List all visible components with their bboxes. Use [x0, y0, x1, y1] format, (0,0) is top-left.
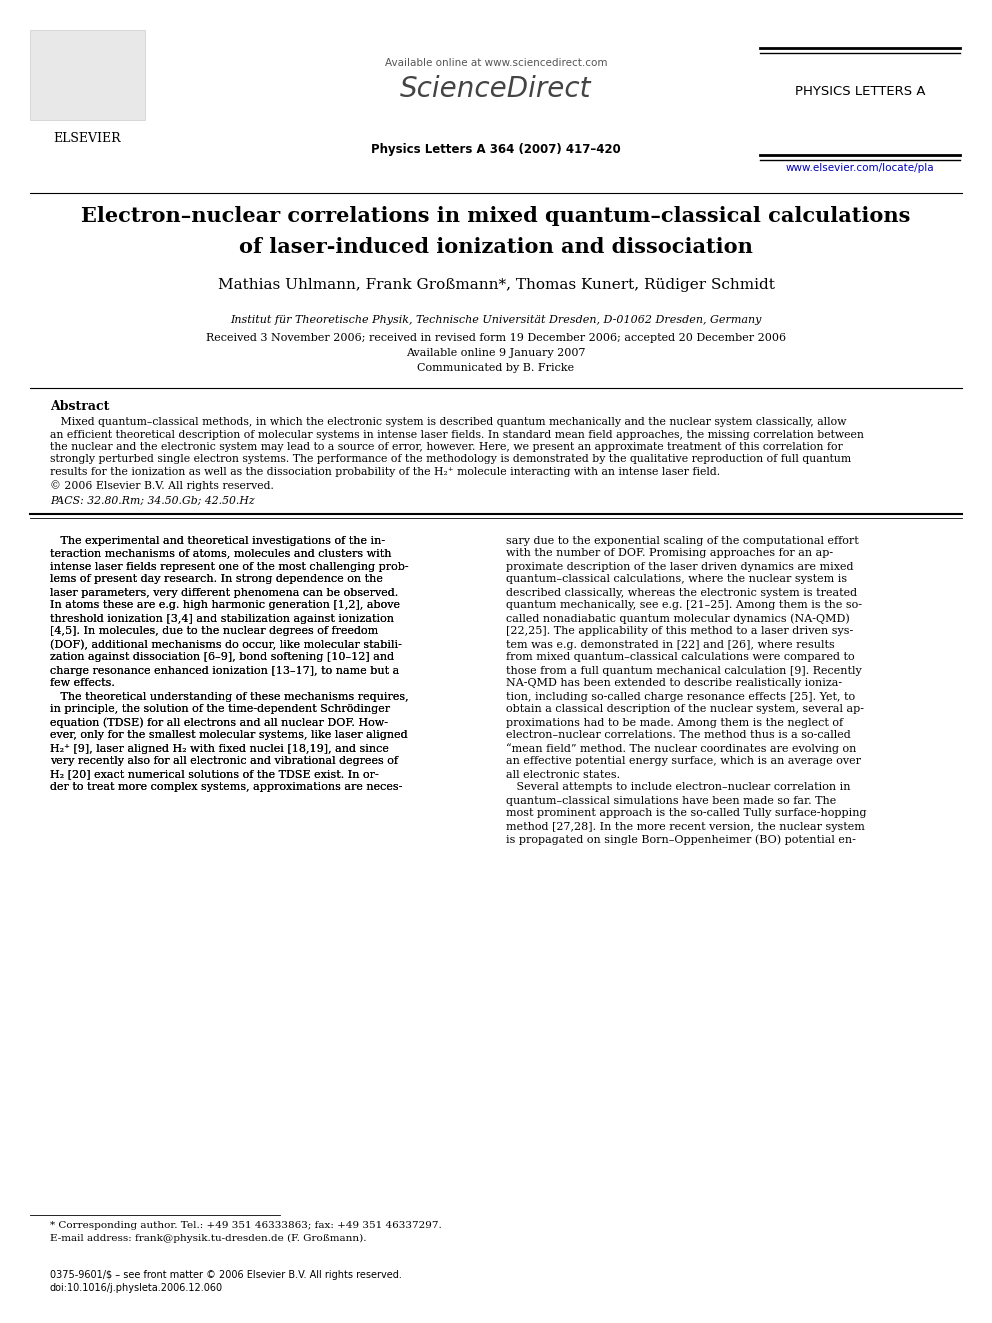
Text: charge resonance enhanced ionization [13–17], to name but a: charge resonance enhanced ionization [13… [50, 665, 399, 676]
Text: lems of present day research. In strong dependence on the: lems of present day research. In strong … [50, 574, 383, 585]
Text: in principle, the solution of the time-dependent Schrödinger: in principle, the solution of the time-d… [50, 705, 390, 714]
Text: zation against dissociation [6–9], bond softening [10–12] and: zation against dissociation [6–9], bond … [50, 652, 394, 663]
Text: H₂ [20] exact numerical solutions of the TDSE exist. In or-: H₂ [20] exact numerical solutions of the… [50, 770, 379, 779]
Text: called nonadiabatic quantum molecular dynamics (NA-QMD): called nonadiabatic quantum molecular dy… [506, 614, 850, 624]
Text: Mathias Uhlmann, Frank Großmann*, Thomas Kunert, Rüdiger Schmidt: Mathias Uhlmann, Frank Großmann*, Thomas… [217, 278, 775, 292]
Text: sary due to the exponential scaling of the computational effort: sary due to the exponential scaling of t… [506, 536, 859, 545]
Text: H₂ [20] exact numerical solutions of the TDSE exist. In or-: H₂ [20] exact numerical solutions of the… [50, 770, 379, 779]
Text: In atoms these are e.g. high harmonic generation [1,2], above: In atoms these are e.g. high harmonic ge… [50, 601, 400, 610]
Text: The theoretical understanding of these mechanisms requires,: The theoretical understanding of these m… [50, 692, 409, 701]
Text: from mixed quantum–classical calculations were compared to: from mixed quantum–classical calculation… [506, 652, 855, 663]
Text: ever, only for the smallest molecular systems, like laser aligned: ever, only for the smallest molecular sy… [50, 730, 408, 741]
Text: Available online at www.sciencedirect.com: Available online at www.sciencedirect.co… [385, 58, 607, 67]
Text: of laser-induced ionization and dissociation: of laser-induced ionization and dissocia… [239, 237, 753, 257]
Text: quantum–classical simulations have been made so far. The: quantum–classical simulations have been … [506, 795, 836, 806]
Text: most prominent approach is the so-called Tully surface-hopping: most prominent approach is the so-called… [506, 808, 866, 819]
Text: quantum mechanically, see e.g. [21–25]. Among them is the so-: quantum mechanically, see e.g. [21–25]. … [506, 601, 862, 610]
Text: few effects.: few effects. [50, 679, 115, 688]
Text: Available online 9 January 2007: Available online 9 January 2007 [407, 348, 585, 359]
Text: ever, only for the smallest molecular systems, like laser aligned: ever, only for the smallest molecular sy… [50, 730, 408, 741]
Text: tion, including so-called charge resonance effects [25]. Yet, to: tion, including so-called charge resonan… [506, 692, 855, 701]
Text: is propagated on single Born–Oppenheimer (BO) potential en-: is propagated on single Born–Oppenheimer… [506, 835, 856, 845]
Text: Electron–nuclear correlations in mixed quantum–classical calculations: Electron–nuclear correlations in mixed q… [81, 206, 911, 226]
Text: laser parameters, very different phenomena can be observed.: laser parameters, very different phenome… [50, 587, 398, 598]
Text: Institut für Theoretische Physik, Technische Universität Dresden, D-01062 Dresde: Institut für Theoretische Physik, Techni… [230, 315, 762, 325]
Text: with the number of DOF. Promising approaches for an ap-: with the number of DOF. Promising approa… [506, 549, 833, 558]
Text: intense laser fields represent one of the most challenging prob-: intense laser fields represent one of th… [50, 561, 409, 572]
Text: www.elsevier.com/locate/pla: www.elsevier.com/locate/pla [786, 163, 934, 173]
Text: Received 3 November 2006; received in revised form 19 December 2006; accepted 20: Received 3 November 2006; received in re… [206, 333, 786, 343]
Text: Mixed quantum–classical methods, in which the electronic system is described qua: Mixed quantum–classical methods, in whic… [50, 417, 846, 427]
Text: intense laser fields represent one of the most challenging prob-: intense laser fields represent one of th… [50, 561, 409, 572]
Text: teraction mechanisms of atoms, molecules and clusters with: teraction mechanisms of atoms, molecules… [50, 549, 392, 558]
Text: described classically, whereas the electronic system is treated: described classically, whereas the elect… [506, 587, 857, 598]
Text: Communicated by B. Fricke: Communicated by B. Fricke [418, 363, 574, 373]
Text: equation (TDSE) for all electrons and all nuclear DOF. How-: equation (TDSE) for all electrons and al… [50, 717, 388, 728]
Text: an efficient theoretical description of molecular systems in intense laser field: an efficient theoretical description of … [50, 430, 864, 439]
Text: obtain a classical description of the nuclear system, several ap-: obtain a classical description of the nu… [506, 705, 864, 714]
Text: © 2006 Elsevier B.V. All rights reserved.: © 2006 Elsevier B.V. All rights reserved… [50, 480, 274, 491]
Text: (DOF), additional mechanisms do occur, like molecular stabili-: (DOF), additional mechanisms do occur, l… [50, 639, 402, 650]
Text: E-mail address: frank@physik.tu-dresden.de (F. Großmann).: E-mail address: frank@physik.tu-dresden.… [50, 1234, 366, 1244]
Text: very recently also for all electronic and vibrational degrees of: very recently also for all electronic an… [50, 757, 398, 766]
Text: “mean field” method. The nuclear coordinates are evolving on: “mean field” method. The nuclear coordin… [506, 744, 856, 754]
Text: The experimental and theoretical investigations of the in-: The experimental and theoretical investi… [50, 536, 385, 545]
Text: lems of present day research. In strong dependence on the: lems of present day research. In strong … [50, 574, 383, 585]
Text: In atoms these are e.g. high harmonic generation [1,2], above: In atoms these are e.g. high harmonic ge… [50, 601, 400, 610]
Text: an effective potential energy surface, which is an average over: an effective potential energy surface, w… [506, 757, 861, 766]
Text: The experimental and theoretical investigations of the in-: The experimental and theoretical investi… [50, 536, 385, 545]
Text: all electronic states.: all electronic states. [506, 770, 620, 779]
Text: equation (TDSE) for all electrons and all nuclear DOF. How-: equation (TDSE) for all electrons and al… [50, 717, 388, 728]
Text: results for the ionization as well as the dissociation probability of the H₂⁺ mo: results for the ionization as well as th… [50, 467, 720, 478]
Text: PHYSICS LETTERS A: PHYSICS LETTERS A [795, 85, 926, 98]
Text: Several attempts to include electron–nuclear correlation in: Several attempts to include electron–nuc… [506, 782, 850, 792]
Text: [22,25]. The applicability of this method to a laser driven sys-: [22,25]. The applicability of this metho… [506, 627, 853, 636]
Text: proximations had to be made. Among them is the neglect of: proximations had to be made. Among them … [506, 717, 843, 728]
Text: few effects.: few effects. [50, 679, 115, 688]
Text: threshold ionization [3,4] and stabilization against ionization: threshold ionization [3,4] and stabiliza… [50, 614, 394, 623]
Text: in principle, the solution of the time-dependent Schrödinger: in principle, the solution of the time-d… [50, 705, 390, 714]
Text: H₂⁺ [9], laser aligned H₂ with fixed nuclei [18,19], and since: H₂⁺ [9], laser aligned H₂ with fixed nuc… [50, 744, 389, 754]
Text: [4,5]. In molecules, due to the nuclear degrees of freedom: [4,5]. In molecules, due to the nuclear … [50, 627, 378, 636]
Text: [4,5]. In molecules, due to the nuclear degrees of freedom: [4,5]. In molecules, due to the nuclear … [50, 627, 378, 636]
Text: H₂⁺ [9], laser aligned H₂ with fixed nuclei [18,19], and since: H₂⁺ [9], laser aligned H₂ with fixed nuc… [50, 744, 389, 754]
Text: charge resonance enhanced ionization [13–17], to name but a: charge resonance enhanced ionization [13… [50, 665, 399, 676]
Text: zation against dissociation [6–9], bond softening [10–12] and: zation against dissociation [6–9], bond … [50, 652, 394, 663]
Bar [30, 30, 145, 119]
Text: laser parameters, very different phenomena can be observed.: laser parameters, very different phenome… [50, 587, 398, 598]
Text: 0375-9601/$ – see front matter © 2006 Elsevier B.V. All rights reserved.: 0375-9601/$ – see front matter © 2006 El… [50, 1270, 402, 1279]
Text: quantum–classical calculations, where the nuclear system is: quantum–classical calculations, where th… [506, 574, 847, 585]
Text: ELSEVIER: ELSEVIER [54, 132, 121, 144]
Text: very recently also for all electronic and vibrational degrees of: very recently also for all electronic an… [50, 757, 398, 766]
Text: (DOF), additional mechanisms do occur, like molecular stabili-: (DOF), additional mechanisms do occur, l… [50, 639, 402, 650]
Text: Physics Letters A 364 (2007) 417–420: Physics Letters A 364 (2007) 417–420 [371, 143, 621, 156]
Text: strongly perturbed single electron systems. The performance of the methodology i: strongly perturbed single electron syste… [50, 455, 851, 464]
Text: tem was e.g. demonstrated in [22] and [26], where results: tem was e.g. demonstrated in [22] and [2… [506, 639, 834, 650]
Text: PACS: 32.80.Rm; 34.50.Gb; 42.50.Hz: PACS: 32.80.Rm; 34.50.Gb; 42.50.Hz [50, 496, 255, 505]
Text: der to treat more complex systems, approximations are neces-: der to treat more complex systems, appro… [50, 782, 403, 792]
Text: method [27,28]. In the more recent version, the nuclear system: method [27,28]. In the more recent versi… [506, 822, 865, 831]
Text: NA-QMD has been extended to describe realistically ioniza-: NA-QMD has been extended to describe rea… [506, 679, 842, 688]
Text: Abstract: Abstract [50, 400, 109, 413]
Text: * Corresponding author. Tel.: +49 351 46333863; fax: +49 351 46337297.: * Corresponding author. Tel.: +49 351 46… [50, 1221, 441, 1230]
Text: ScienceDirect: ScienceDirect [400, 75, 592, 103]
Text: those from a full quantum mechanical calculation [9]. Recently: those from a full quantum mechanical cal… [506, 665, 862, 676]
Text: the nuclear and the electronic system may lead to a source of error, however. He: the nuclear and the electronic system ma… [50, 442, 843, 452]
Text: der to treat more complex systems, approximations are neces-: der to treat more complex systems, appro… [50, 782, 403, 792]
Text: proximate description of the laser driven dynamics are mixed: proximate description of the laser drive… [506, 561, 853, 572]
Text: electron–nuclear correlations. The method thus is a so-called: electron–nuclear correlations. The metho… [506, 730, 851, 741]
Text: doi:10.1016/j.physleta.2006.12.060: doi:10.1016/j.physleta.2006.12.060 [50, 1283, 223, 1293]
Text: teraction mechanisms of atoms, molecules and clusters with: teraction mechanisms of atoms, molecules… [50, 549, 392, 558]
Text: The theoretical understanding of these mechanisms requires,: The theoretical understanding of these m… [50, 692, 409, 701]
Text: threshold ionization [3,4] and stabilization against ionization: threshold ionization [3,4] and stabiliza… [50, 614, 394, 623]
